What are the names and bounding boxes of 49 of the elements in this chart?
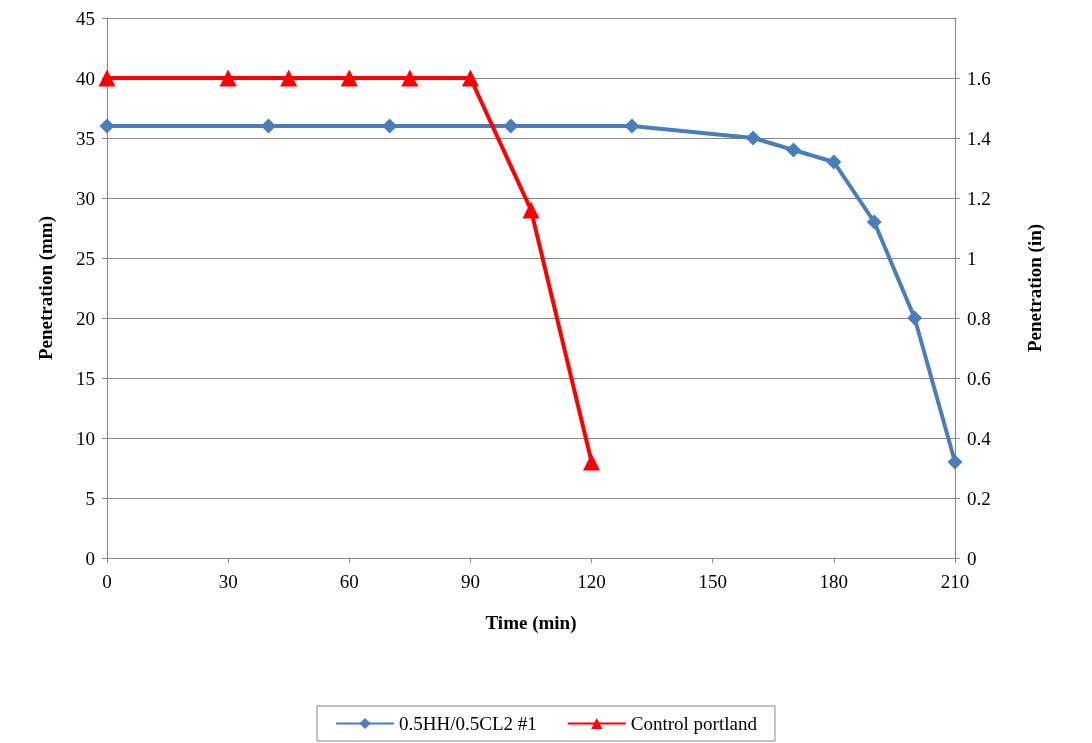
point [503, 118, 519, 134]
y-tick-label: 25 [76, 247, 95, 269]
y2-tick-label: 1 [967, 247, 977, 269]
point [826, 154, 842, 170]
y-tick-label: 10 [76, 427, 95, 449]
x-tick-label: 0 [102, 571, 112, 592]
legend-label: Control portland [630, 713, 758, 734]
point [866, 214, 882, 230]
legend-label: 0.5HH/0.5CL2 #1 [399, 713, 537, 734]
point [907, 310, 923, 326]
y2-tick-label: 1.6 [967, 67, 991, 89]
y2-tick-label: 0.8 [967, 307, 991, 329]
x-axis-title: Time (min) [485, 612, 577, 634]
point [624, 118, 640, 134]
y2-tick-label: 0.2 [967, 487, 991, 509]
point [583, 453, 601, 471]
point [401, 69, 419, 87]
point [522, 201, 540, 219]
x-tick-label: 150 [698, 571, 727, 592]
x-tick-label: 180 [819, 571, 849, 592]
x-tick-label: 120 [577, 571, 606, 592]
y-axis-title: Penetration (mm) [35, 215, 57, 361]
y2-tick-label: 0 [967, 547, 977, 569]
point [98, 69, 116, 87]
y2-tick-label: 1.2 [967, 187, 991, 209]
y-tick-label: 30 [76, 187, 95, 209]
x-tick-label: 60 [339, 571, 359, 592]
point [340, 69, 358, 87]
y-tick-label: 20 [76, 307, 95, 329]
y-tick-label: 45 [76, 7, 95, 29]
x-tick-label: 30 [218, 571, 238, 592]
point [745, 130, 761, 146]
point [99, 118, 115, 134]
y-tick-label: 35 [76, 127, 95, 149]
y2-tick-label: 0.4 [967, 427, 992, 449]
y2-tick-label: 0.6 [967, 367, 991, 389]
point [785, 142, 801, 158]
y-tick-label: 0 [85, 547, 95, 569]
point [219, 69, 237, 87]
y2-axis-title: Penetration (in) [1024, 223, 1046, 353]
y-tick-label: 40 [76, 67, 95, 89]
point [947, 454, 963, 470]
point [461, 69, 479, 87]
point [280, 69, 298, 87]
y2-tick-label: 1.4 [967, 127, 992, 149]
x-tick-label: 90 [460, 571, 480, 592]
y-tick-label: 15 [76, 367, 95, 389]
y-tick-label: 5 [85, 487, 95, 509]
x-tick-label: 210 [940, 571, 970, 592]
